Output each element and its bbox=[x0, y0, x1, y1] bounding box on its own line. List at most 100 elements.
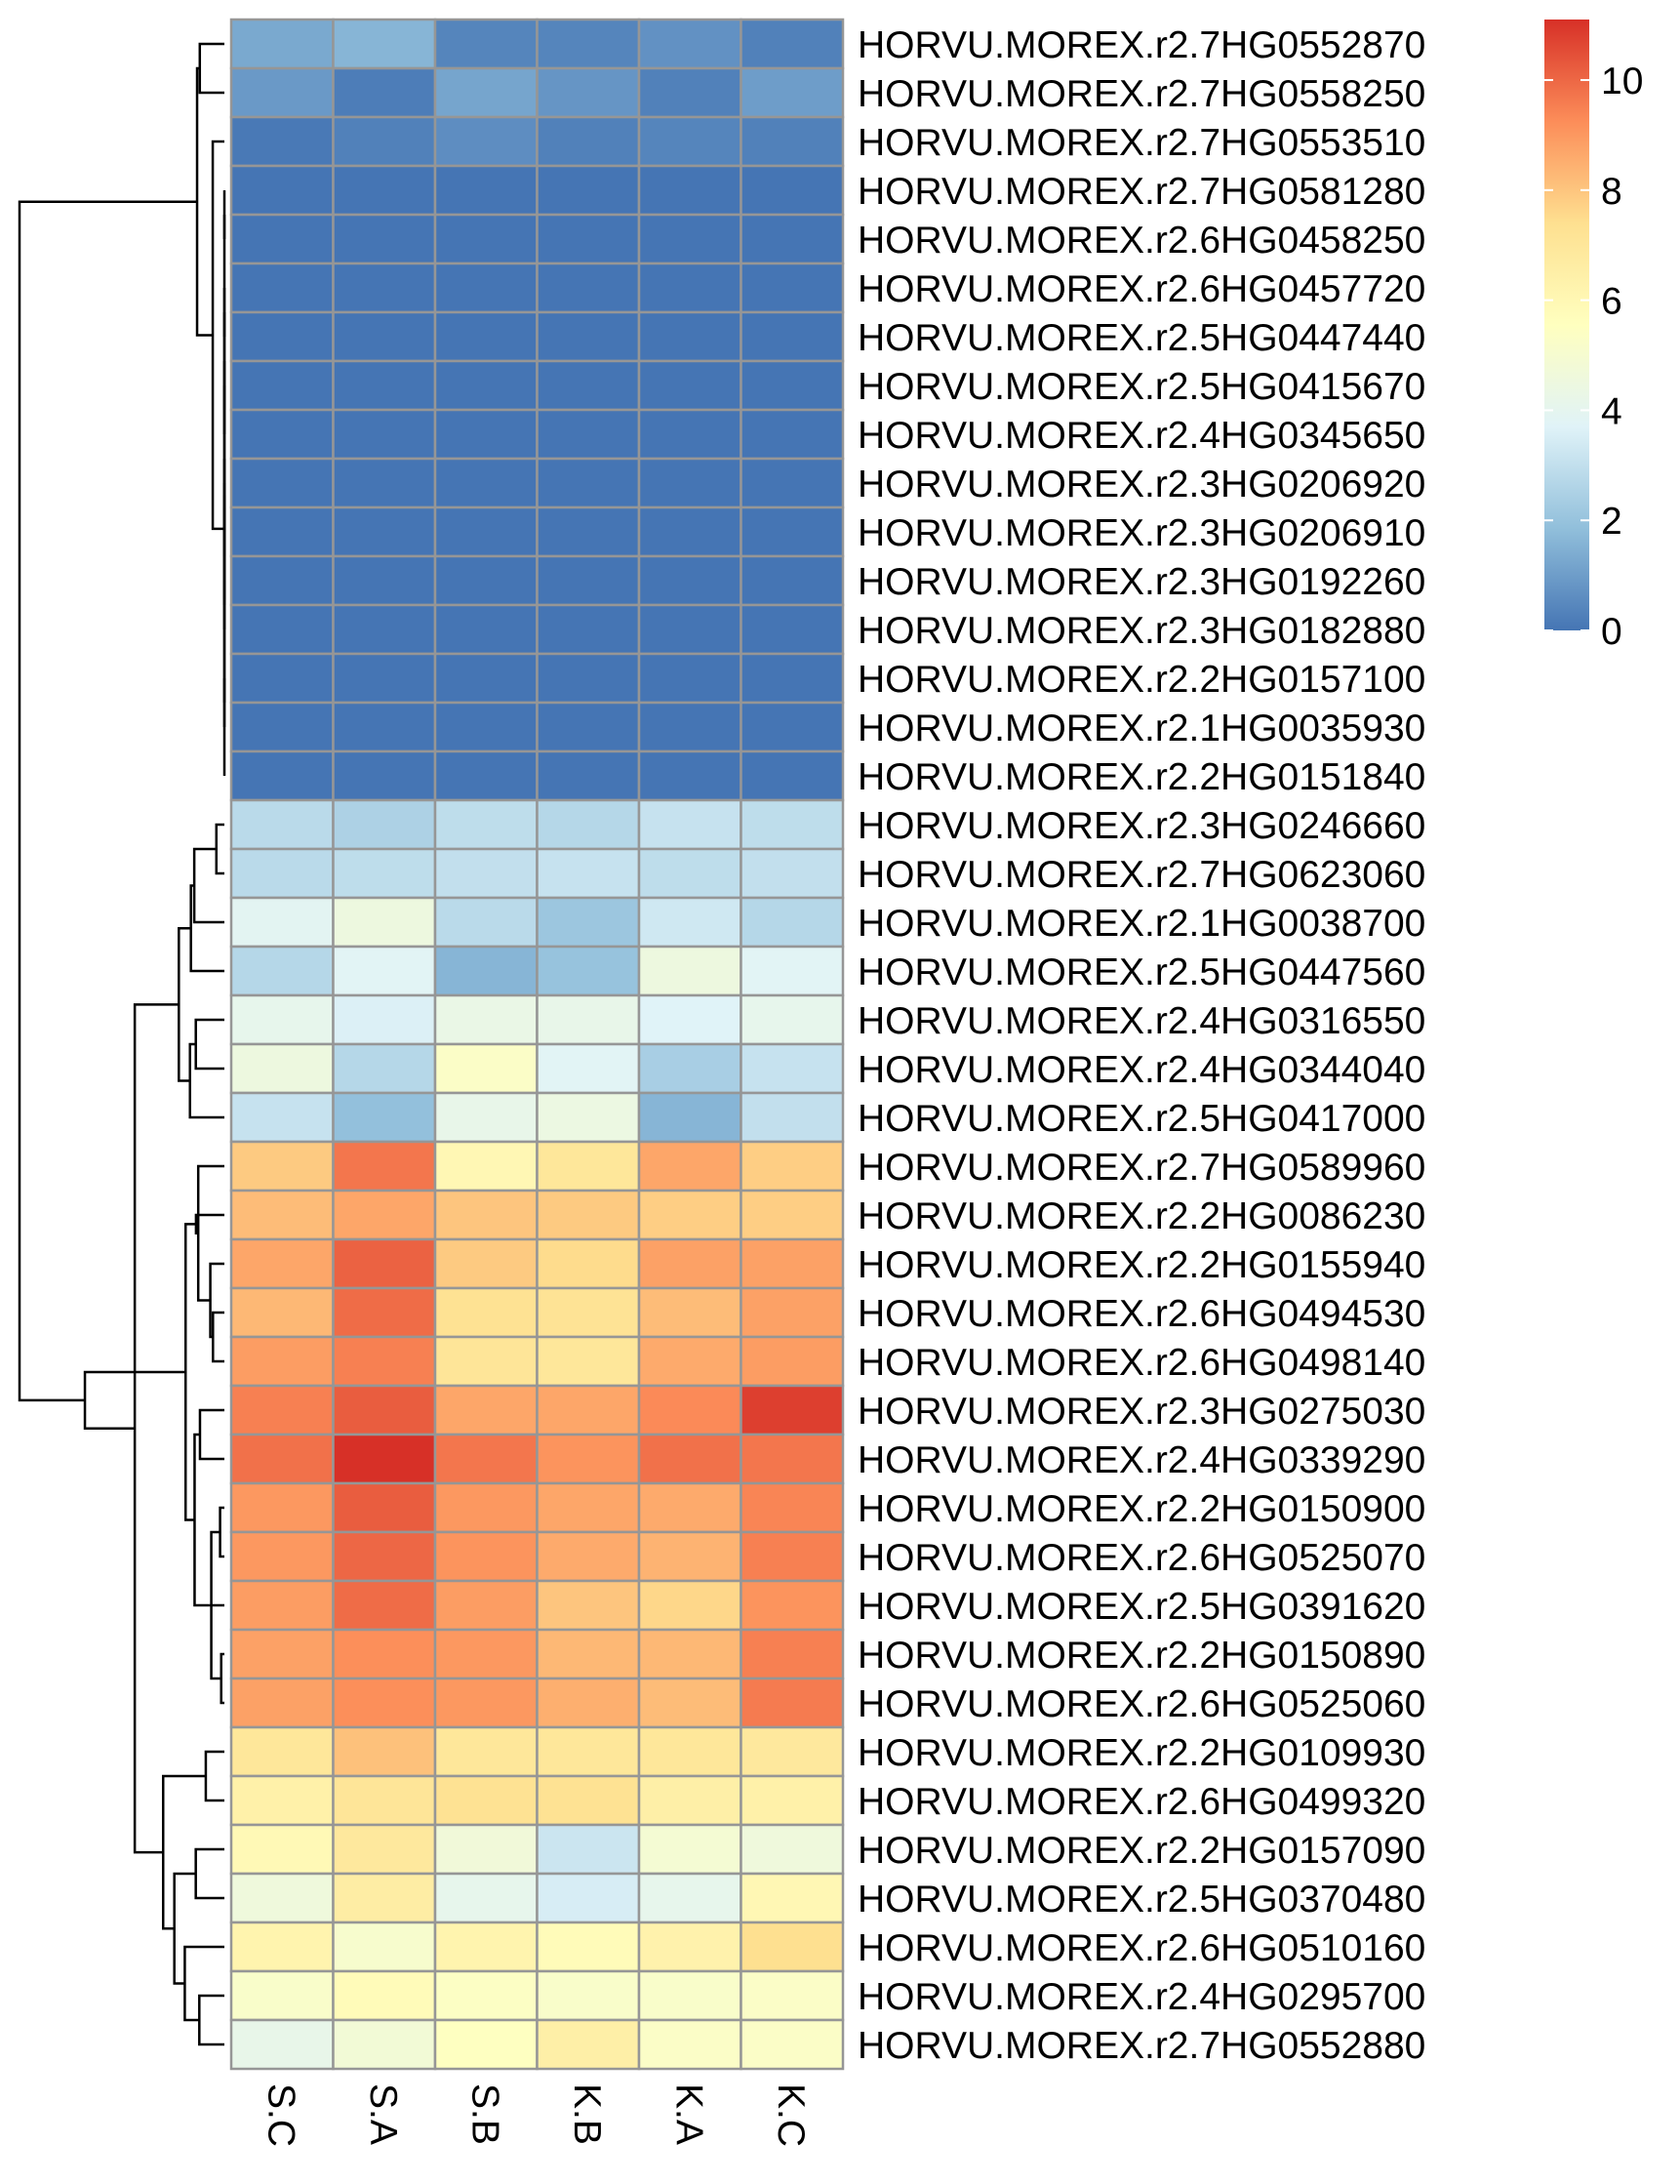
heatmap-cell bbox=[740, 701, 845, 753]
row-label: HORVU.MOREX.r2.2HG0150890 bbox=[858, 1635, 1425, 1677]
heatmap-cell bbox=[536, 1579, 641, 1632]
dendrogram-branch bbox=[195, 66, 214, 337]
heatmap-cell bbox=[229, 359, 335, 412]
heatmap-cell bbox=[229, 164, 335, 217]
heatmap-cell bbox=[536, 1969, 641, 2022]
heatmap-cell bbox=[637, 2018, 742, 2071]
heatmap-cell bbox=[229, 798, 335, 851]
heatmap-cell bbox=[740, 993, 845, 1046]
heatmap-cell bbox=[637, 1628, 742, 1680]
heatmap-cell bbox=[433, 993, 539, 1046]
heatmap-cell bbox=[332, 701, 437, 753]
heatmap-cell bbox=[433, 66, 539, 119]
heatmap-cell bbox=[229, 1725, 335, 1778]
row-label: HORVU.MOREX.r2.7HG0552880 bbox=[858, 2025, 1425, 2067]
heatmap-cell bbox=[433, 310, 539, 363]
row-label: HORVU.MOREX.r2.6HG0457720 bbox=[858, 268, 1425, 310]
heatmap-cell bbox=[637, 1530, 742, 1583]
heatmap-cell bbox=[740, 1481, 845, 1534]
heatmap-cell bbox=[229, 749, 335, 802]
heatmap-cell bbox=[332, 1774, 437, 1827]
dendrogram-branch bbox=[194, 1018, 224, 1071]
heatmap-cell bbox=[229, 1286, 335, 1339]
heatmap-cell bbox=[433, 896, 539, 949]
heatmap-cell bbox=[740, 1189, 845, 1241]
heatmap-cell bbox=[332, 749, 437, 802]
heatmap-cell bbox=[229, 1969, 335, 2022]
heatmap-cell bbox=[332, 1628, 437, 1680]
heatmap-cell bbox=[229, 896, 335, 949]
heatmap-cell bbox=[229, 1677, 335, 1729]
heatmap-cell bbox=[740, 749, 845, 802]
dendrogram-branch bbox=[189, 884, 224, 973]
heatmap-cell bbox=[332, 213, 437, 265]
legend-tick-label: 8 bbox=[1601, 171, 1622, 213]
heatmap-cell bbox=[536, 1286, 641, 1339]
dendrogram-branch bbox=[194, 1213, 224, 1234]
heatmap-cell bbox=[433, 115, 539, 168]
heatmap-cell bbox=[229, 847, 335, 900]
heatmap-cell bbox=[433, 749, 539, 802]
heatmap-cell bbox=[536, 847, 641, 900]
heatmap-cell bbox=[433, 847, 539, 900]
heatmap-cell bbox=[433, 213, 539, 265]
row-label: HORVU.MOREX.r2.4HG0345650 bbox=[858, 415, 1425, 457]
heatmap-cell bbox=[740, 2018, 845, 2071]
row-label: HORVU.MOREX.r2.6HG0525070 bbox=[858, 1537, 1425, 1579]
heatmap-cell bbox=[433, 945, 539, 997]
dendrogram-branch bbox=[219, 1506, 224, 1558]
heatmap-cell bbox=[536, 896, 641, 949]
dendrogram-branch bbox=[133, 1003, 180, 1854]
heatmap-cell bbox=[740, 506, 845, 558]
dendrogram-branch bbox=[194, 1847, 224, 1900]
heatmap-cell bbox=[229, 1042, 335, 1095]
heatmap-cell bbox=[332, 66, 437, 119]
heatmap-cell bbox=[332, 1872, 437, 1924]
heatmap-cell bbox=[536, 1823, 641, 1876]
column-label: S.C bbox=[260, 2083, 301, 2147]
heatmap-cell bbox=[229, 1140, 335, 1193]
heatmap-cell bbox=[229, 2018, 335, 2071]
heatmap-cell bbox=[229, 603, 335, 656]
dendrogram-branch bbox=[198, 1994, 224, 2046]
heatmap-cell bbox=[637, 164, 742, 217]
heatmap-cell bbox=[637, 506, 742, 558]
heatmap-cell bbox=[229, 310, 335, 363]
heatmap-cell bbox=[332, 1823, 437, 1876]
heatmap-cell bbox=[433, 359, 539, 412]
heatmap-cell bbox=[433, 1286, 539, 1339]
row-label: HORVU.MOREX.r2.2HG0109930 bbox=[858, 1732, 1425, 1774]
heatmap-cell bbox=[740, 1237, 845, 1290]
heatmap-cell bbox=[740, 66, 845, 119]
row-label: HORVU.MOREX.r2.5HG0391620 bbox=[858, 1586, 1425, 1628]
heatmap-cell bbox=[229, 1628, 335, 1680]
legend-color-bar bbox=[1544, 20, 1589, 630]
column-label: K.B bbox=[566, 2083, 608, 2145]
heatmap-cell bbox=[536, 262, 641, 314]
heatmap-cell bbox=[637, 896, 742, 949]
row-label: HORVU.MOREX.r2.2HG0157100 bbox=[858, 659, 1425, 701]
heatmap-cell bbox=[332, 457, 437, 509]
heatmap-cell bbox=[637, 1969, 742, 2022]
heatmap-cell bbox=[536, 554, 641, 607]
heatmap-cell bbox=[433, 1677, 539, 1729]
heatmap-cell bbox=[433, 1335, 539, 1388]
heatmap-cell bbox=[229, 554, 335, 607]
heatmap-cell bbox=[229, 18, 335, 70]
heatmap-cell bbox=[229, 1091, 335, 1144]
heatmap-cell bbox=[433, 506, 539, 558]
heatmap-cell bbox=[229, 701, 335, 753]
heatmap-cell bbox=[433, 1091, 539, 1144]
heatmap-cell bbox=[637, 1774, 742, 1827]
row-label: HORVU.MOREX.r2.6HG0525060 bbox=[858, 1683, 1425, 1725]
heatmap-cell bbox=[740, 310, 845, 363]
heatmap-cell bbox=[740, 1384, 845, 1436]
heatmap-cell bbox=[332, 115, 437, 168]
heatmap-cell bbox=[740, 1530, 845, 1583]
heatmap-cell bbox=[536, 1481, 641, 1534]
heatmap-cell bbox=[536, 359, 641, 412]
heatmap-cell bbox=[637, 1286, 742, 1339]
heatmap-cell bbox=[637, 1579, 742, 1632]
heatmap-cell bbox=[229, 1384, 335, 1436]
heatmap-cell bbox=[433, 554, 539, 607]
